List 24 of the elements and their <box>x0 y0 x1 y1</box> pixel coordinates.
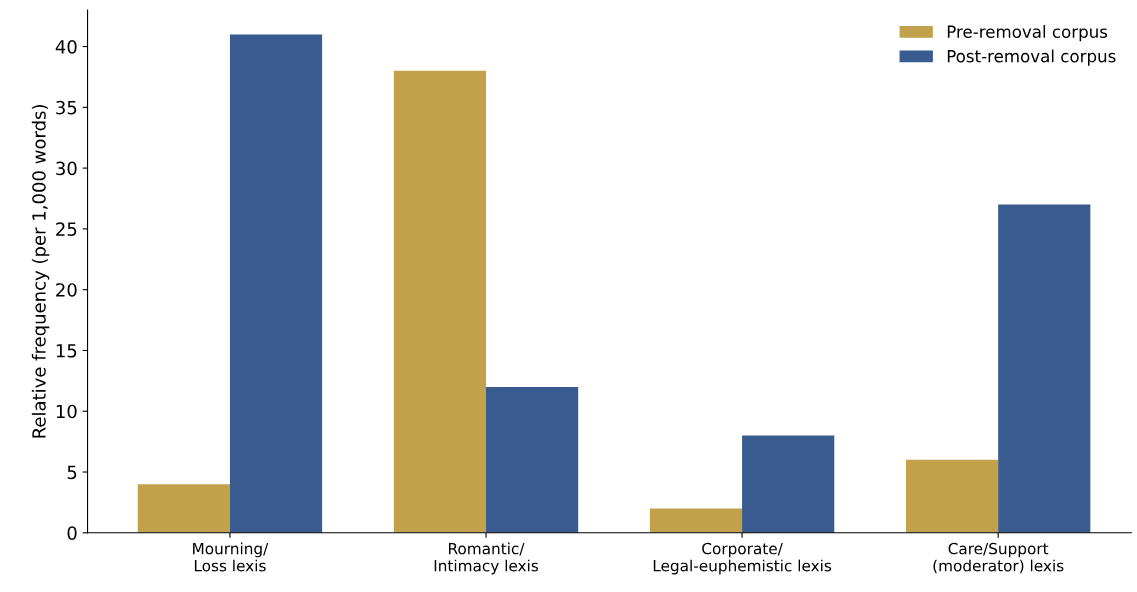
bar <box>742 435 835 533</box>
legend-label: Pre-removal corpus <box>947 25 1108 42</box>
bar <box>998 204 1091 533</box>
y-tick-label: 30 <box>56 161 77 176</box>
bar <box>649 508 743 533</box>
bar <box>486 386 579 533</box>
y-tick-label: 10 <box>56 404 77 419</box>
bar <box>905 459 999 533</box>
y-tick-label: 35 <box>56 100 77 115</box>
y-tick-label: 25 <box>56 222 77 236</box>
x-tick-label: Mourning/ Loss lexis <box>193 542 269 572</box>
bar <box>229 34 323 533</box>
y-tick-label: 20 <box>56 283 77 297</box>
bar <box>137 484 230 533</box>
x-tick-label: Care/Support (moderator) lexis <box>933 542 1064 574</box>
y-tick-label: 40 <box>55 39 77 54</box>
x-tick-label: Corporate/ Legal-euphemistic lexis <box>653 542 832 575</box>
y-tick-label: 5 <box>67 465 77 480</box>
y-tick-label: 15 <box>56 344 77 358</box>
legend-label: Post-removal corpus <box>947 49 1116 66</box>
y-axis-title: Relative frequency (per 1,000 words) <box>31 105 50 438</box>
x-tick-label: Romantic/ Intimacy lexis <box>434 542 539 575</box>
bar <box>393 70 486 533</box>
y-tick-label: 0 <box>67 526 77 540</box>
